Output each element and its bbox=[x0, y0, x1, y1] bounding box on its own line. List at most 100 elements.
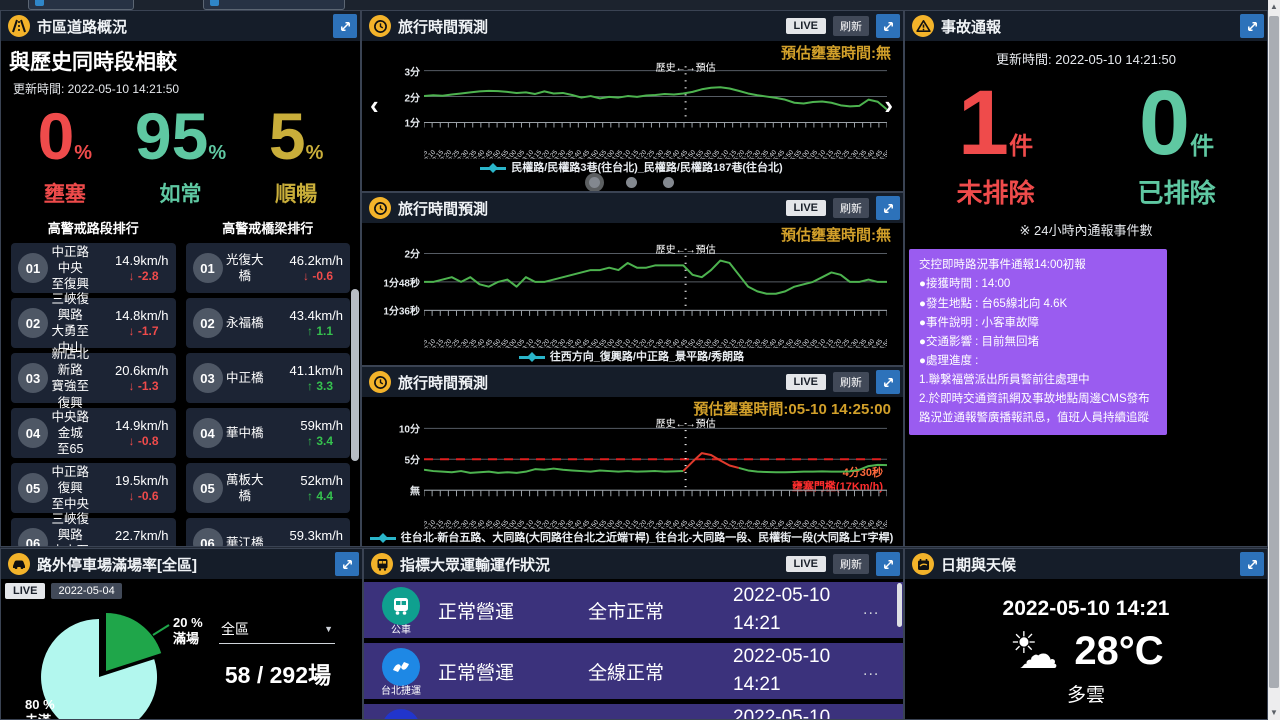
road-name: 中正路復興 至中央 bbox=[51, 464, 89, 512]
expand-button[interactable] bbox=[876, 552, 900, 576]
expand-button[interactable] bbox=[333, 14, 357, 38]
page-scrollbar[interactable]: ▲ ▼ bbox=[1268, 0, 1280, 720]
stat-unit: 件 bbox=[1009, 133, 1034, 160]
expand-button[interactable] bbox=[876, 370, 900, 394]
rank-number: 02 bbox=[192, 308, 223, 339]
refresh-button[interactable]: 刷新 bbox=[833, 16, 869, 36]
rank-item[interactable]: 01 中正路中央 至復興 14.9km/h ↓ -2.8 bbox=[11, 243, 176, 294]
panel-scrollbar[interactable] bbox=[897, 583, 902, 627]
expand-button[interactable] bbox=[876, 14, 900, 38]
rank-number: 03 bbox=[192, 363, 223, 394]
datetime: 2022-05-10 14:21 bbox=[1002, 597, 1170, 620]
transit-row[interactable]: 台鐵正常營運北北基桃正常2022-05-1014:21... bbox=[364, 704, 903, 719]
transit-mode-label: 台北捷運 bbox=[381, 686, 421, 697]
more-button[interactable]: ... bbox=[863, 662, 880, 679]
parking-pie-chart: 20 %滿場 80 %未滿 bbox=[1, 599, 211, 719]
rank-item[interactable]: 02 永福橋 43.4km/h ↑ 1.1 bbox=[185, 298, 350, 349]
rank-column-header: 高警戒路段排行 bbox=[47, 221, 139, 237]
history-forecast-divider-label: 歷史←→預估 bbox=[655, 245, 716, 256]
road-name: 華中橋 bbox=[225, 426, 264, 441]
transit-mode-label: 公車 bbox=[391, 625, 411, 636]
clipped-widget bbox=[203, 0, 345, 10]
scroll-down-arrow[interactable]: ▼ bbox=[1270, 708, 1278, 717]
x-axis-labels: 12:05 12:10 12:15 12:20 12:25 12:30 12:35 12:40… bbox=[424, 338, 887, 348]
rank-number: 04 bbox=[18, 418, 48, 449]
panel-header: 市區道路概況 bbox=[1, 11, 360, 41]
panel-scrollbar[interactable] bbox=[351, 289, 359, 461]
road-name: 華江橋 bbox=[225, 536, 264, 546]
tra-logo-icon: 台鐵 bbox=[364, 706, 438, 719]
chart-legend: 往西方向_復興路/中正路_景平路/秀朗路 bbox=[366, 348, 897, 364]
y-axis-label: 1分48秒 bbox=[383, 278, 420, 290]
expand-button[interactable] bbox=[876, 196, 900, 220]
stat-label: 順暢 bbox=[275, 183, 318, 207]
rank-item[interactable]: 04 中央路金城 至65 14.9km/h ↓ -0.8 bbox=[11, 408, 176, 459]
expand-button[interactable] bbox=[1240, 552, 1264, 576]
estimated-congestion-time: 預估壅塞時間:無 bbox=[781, 227, 891, 244]
transit-row[interactable]: 公車 正常營運 全市正常 2022-05-10 14:21... bbox=[364, 582, 903, 638]
stat-label: 未排除 bbox=[956, 178, 1035, 209]
parking-count: 58 / 292場 bbox=[224, 662, 331, 688]
scroll-up-arrow[interactable]: ▲ bbox=[1270, 2, 1278, 11]
transit-row[interactable]: 台北捷運 正常營運 全線正常 2022-05-10 14:21... bbox=[364, 643, 903, 699]
road-icon bbox=[8, 15, 30, 37]
stat-resolved: 0件 已排除 bbox=[1086, 77, 1267, 210]
refresh-button[interactable]: 刷新 bbox=[833, 554, 869, 574]
carousel-prev-arrow[interactable]: ‹ bbox=[370, 90, 379, 121]
panel-header: 旅行時間預測 LIVE 刷新 bbox=[362, 193, 903, 223]
clipped-icon bbox=[35, 0, 44, 6]
travel-time-chart: 4分30秒 壅塞門檻(17Km/h) 歷史←→預估 10分 5分無 bbox=[366, 418, 897, 504]
carousel-next-arrow[interactable]: › bbox=[884, 90, 893, 121]
metro-logo-icon: 台北捷運 bbox=[364, 645, 438, 697]
rank-item[interactable]: 03 新店北新路 寶強至復興 20.6km/h ↓ -1.3 bbox=[11, 347, 176, 410]
rank-number: 01 bbox=[18, 253, 48, 284]
carousel-dot[interactable] bbox=[589, 177, 600, 188]
carousel-dot[interactable] bbox=[663, 177, 674, 188]
rank-number: 06 bbox=[192, 528, 223, 546]
stat-unresolved: 1件 未排除 bbox=[905, 77, 1086, 210]
rank-item[interactable]: 02 三峽復興路 大勇至中山 14.8km/h ↓ -1.7 bbox=[11, 292, 176, 355]
y-axis-label: 3分 bbox=[404, 67, 420, 79]
more-button[interactable]: ... bbox=[863, 601, 880, 618]
rank-item[interactable]: 04 華中橋 59km/h ↑ 3.4 bbox=[185, 408, 350, 459]
y-axis-label: 10分 bbox=[398, 424, 420, 436]
expand-button[interactable] bbox=[335, 552, 359, 576]
chevron-down-icon: ▼ bbox=[324, 624, 333, 634]
live-badge: LIVE bbox=[785, 374, 826, 390]
road-name: 中央路金城 至65 bbox=[51, 409, 89, 457]
expand-button[interactable] bbox=[1240, 14, 1264, 38]
carousel-dot[interactable] bbox=[626, 177, 637, 188]
rank-item[interactable]: 05 萬板大橋 52km/h ↑ 4.4 bbox=[185, 463, 350, 514]
refresh-button[interactable]: 刷新 bbox=[833, 198, 869, 218]
rank-number: 03 bbox=[18, 363, 48, 394]
rank-item[interactable]: 06三峽復興路中山至大勇 22.7km/h↓ -0.1 bbox=[11, 512, 176, 546]
panel-header: 日期與天候 bbox=[905, 549, 1267, 579]
region-dropdown[interactable]: 全區 ▼ bbox=[219, 617, 335, 644]
panel-title: 旅行時間預測 bbox=[398, 18, 489, 36]
bulletin-line: ●事件說明 : 小客車故障 bbox=[919, 316, 1040, 329]
refresh-button[interactable]: 刷新 bbox=[833, 372, 869, 392]
panel-header: 旅行時間預測 LIVE 刷新 bbox=[362, 11, 903, 41]
y-axis-label: 無 bbox=[410, 486, 420, 498]
chart-legend: 往台北-新台五路、大同路(大同路往台北之近端T桿)_往台北-大同路一段、民權街一… bbox=[366, 529, 897, 545]
speed-delta: 41.1km/h ↑ 3.3 bbox=[289, 363, 343, 394]
rank-item[interactable]: 01 光復大橋 46.2km/h ↓ -0.6 bbox=[185, 243, 350, 294]
panel-transit-status: 指標大眾運輸運作狀況 LIVE 刷新 公車 正常營運 全市正常 2022-05-10 1… bbox=[363, 548, 904, 720]
rank-number: 06 bbox=[18, 528, 48, 546]
panel-incident-report: 事故通報 更新時間: 2022-05-10 14:21:50 1件 未排除 0件… bbox=[904, 10, 1268, 547]
stat-value: 5 bbox=[268, 99, 306, 173]
rank-item[interactable]: 05 中正路復興 至中央 19.5km/h ↓ -0.6 bbox=[11, 463, 176, 514]
update-time: 更新時間: 2022-05-10 14:21:50 bbox=[13, 82, 180, 96]
transit-detail: 北北基桃正常 bbox=[588, 719, 733, 720]
x-axis-labels: 12:05 12:10 12:15 12:20 12:25 12:30 12:35 12:40… bbox=[424, 519, 887, 529]
scrollbar-thumb[interactable] bbox=[1269, 16, 1279, 688]
rank-item[interactable]: 03 中正橋 41.1km/h ↑ 3.3 bbox=[185, 353, 350, 404]
panel-title: 市區道路概況 bbox=[37, 18, 128, 36]
stat-normal: 95% 如常 bbox=[123, 102, 239, 208]
y-axis-label: 1分 bbox=[404, 118, 420, 130]
rank-number: 02 bbox=[18, 308, 48, 339]
transit-row-list: 公車 正常營運 全市正常 2022-05-10 14:21... 台北捷運 正常營運 全線正常… bbox=[364, 579, 903, 719]
